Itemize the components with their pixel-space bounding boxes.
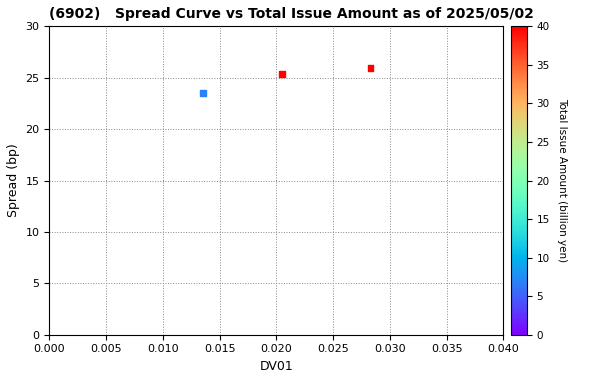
Y-axis label: Total Issue Amount (billion yen): Total Issue Amount (billion yen) — [557, 98, 566, 263]
Text: (6902)   Spread Curve vs Total Issue Amount as of 2025/05/02: (6902) Spread Curve vs Total Issue Amoun… — [49, 7, 534, 21]
Point — [366, 65, 376, 71]
X-axis label: DV01: DV01 — [259, 360, 293, 373]
Point — [198, 90, 208, 96]
Y-axis label: Spread (bp): Spread (bp) — [7, 144, 20, 217]
Point — [277, 71, 287, 77]
